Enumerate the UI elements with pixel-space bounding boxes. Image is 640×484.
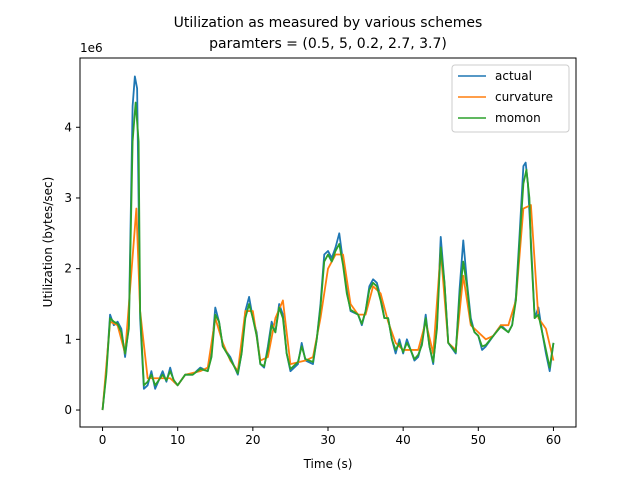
legend: actual curvature momon (451, 64, 570, 133)
x-tick-label: 40 (396, 433, 411, 447)
x-tick-label: 60 (546, 433, 561, 447)
plot-frame (79, 57, 577, 428)
series-layer (101, 75, 555, 411)
x-tick-label: 50 (471, 433, 486, 447)
y-axis-label: Utilization (bytes/sec) (41, 177, 55, 308)
chart-subtitle: paramters = (0.5, 5, 0.2, 2.7, 3.7) (209, 36, 447, 52)
legend-box (451, 64, 570, 133)
chart-title: Utilization as measured by various schem… (174, 15, 483, 31)
y-tick-label: 4 (64, 120, 72, 134)
y-tick-label: 1 (64, 332, 72, 346)
y-tick-label: 3 (64, 191, 72, 205)
x-tick-label: 20 (245, 433, 260, 447)
y-tick-label: 2 (64, 262, 72, 276)
x-tick-label: 10 (170, 433, 185, 447)
ticks-layer: 0 10 20 30 40 50 60 0 1 2 3 4 (64, 120, 561, 447)
legend-label-curvature: curvature (495, 90, 553, 104)
x-tick-label: 30 (320, 433, 335, 447)
y-tick-label: 0 (64, 403, 72, 417)
x-tick-label: 0 (99, 433, 107, 447)
legend-label-actual: actual (495, 69, 532, 83)
series-line-momon (101, 101, 555, 411)
legend-label-momon: momon (495, 111, 541, 125)
y-multiplier-label: 1e6 (80, 41, 103, 55)
x-axis-label: Time (s) (303, 457, 353, 471)
